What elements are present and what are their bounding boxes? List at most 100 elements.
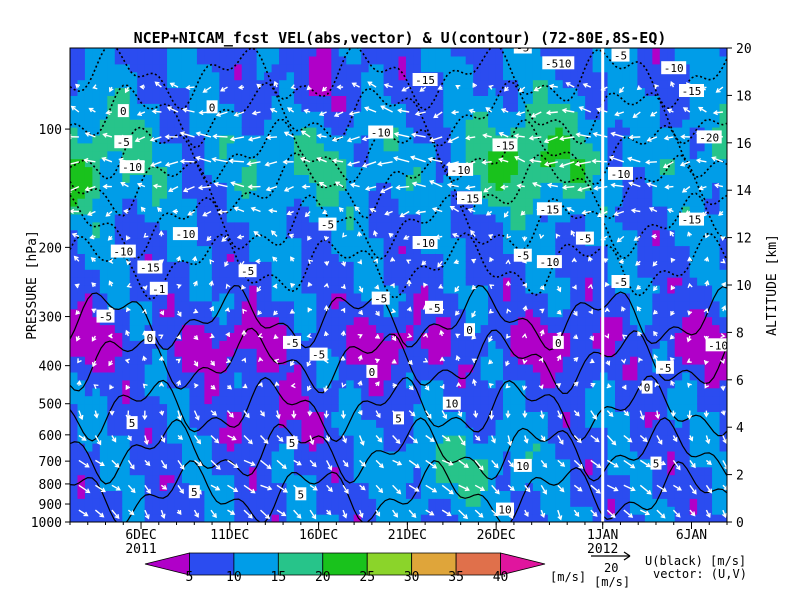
field-cell — [77, 237, 86, 247]
field-cell — [682, 292, 691, 302]
field-cell — [607, 379, 616, 389]
field-cell — [129, 340, 138, 349]
field-cell — [159, 221, 168, 231]
field-cell — [525, 450, 534, 460]
field-cell — [84, 419, 93, 428]
field-cell — [667, 300, 676, 310]
field-cell — [264, 79, 273, 89]
field-cell — [323, 150, 332, 160]
field-cell — [667, 48, 676, 57]
field-cell — [443, 55, 452, 65]
field-cell — [84, 71, 93, 81]
field-cell — [338, 443, 347, 452]
field-cell — [114, 490, 123, 499]
field-cell — [607, 395, 616, 405]
field-cell — [99, 150, 108, 160]
field-cell — [107, 364, 116, 373]
field-cell — [99, 300, 108, 310]
field-cell — [70, 443, 79, 452]
field-cell — [107, 450, 116, 460]
field-cell — [122, 482, 131, 491]
field-cell — [592, 55, 601, 65]
field-cell — [92, 490, 101, 499]
field-cell — [682, 71, 691, 81]
field-cell — [264, 182, 273, 191]
field-cell — [346, 387, 355, 397]
field-cell — [450, 63, 459, 73]
field-cell — [682, 364, 691, 373]
field-cell — [376, 498, 385, 507]
field-cell — [84, 269, 93, 278]
field-cell — [99, 87, 108, 96]
field-cell — [480, 356, 489, 365]
field-cell — [226, 427, 235, 436]
field-cell — [435, 371, 444, 381]
field-cell — [181, 87, 191, 96]
field-cell — [137, 142, 146, 152]
field-cell — [659, 490, 668, 499]
field-cell — [398, 71, 407, 81]
field-cell — [144, 387, 153, 397]
field-cell — [159, 134, 168, 144]
field-cell — [293, 198, 303, 207]
field-cell — [450, 316, 459, 326]
field-cell — [517, 419, 527, 428]
field-cell — [428, 221, 437, 231]
field-cell — [129, 237, 138, 247]
field-cell — [495, 127, 504, 136]
field-cell — [503, 435, 512, 444]
field-cell — [323, 514, 332, 522]
field-cell — [331, 142, 340, 152]
field-cell — [398, 198, 407, 207]
field-cell — [174, 237, 183, 247]
field-cell — [570, 316, 579, 326]
field-cell — [264, 332, 273, 341]
field-cell — [488, 498, 497, 507]
field-cell — [226, 348, 235, 357]
field-cell — [622, 71, 631, 81]
field-cell — [107, 166, 116, 175]
field-cell — [428, 348, 437, 357]
field-cell — [70, 63, 79, 73]
field-cell — [622, 198, 631, 207]
field-cell — [435, 142, 444, 152]
field-cell — [644, 364, 653, 373]
field-cell — [577, 213, 586, 223]
field-cell — [420, 340, 429, 349]
field-cell — [70, 340, 79, 349]
field-cell — [189, 119, 198, 128]
field-cell — [458, 87, 467, 96]
field-cell — [137, 498, 146, 507]
field-cell — [256, 158, 265, 168]
field-cell — [181, 221, 191, 231]
field-cell — [503, 285, 512, 294]
field-cell — [667, 514, 676, 522]
field-cell — [181, 71, 191, 81]
field-cell — [398, 403, 407, 412]
field-cell — [92, 190, 101, 199]
field-cell — [510, 95, 519, 104]
field-cell — [659, 506, 668, 515]
field-cell — [435, 111, 444, 120]
field-cell — [652, 103, 661, 112]
field-cell — [517, 134, 527, 144]
field-cell — [555, 443, 564, 452]
field-cell — [540, 119, 549, 128]
field-cell — [510, 103, 519, 112]
field-cell — [301, 387, 310, 397]
field-cell — [465, 127, 474, 136]
field-cell — [525, 443, 534, 452]
field-cell — [189, 190, 198, 199]
field-cell — [368, 229, 377, 239]
field-cell — [555, 174, 564, 183]
field-cell — [443, 150, 452, 160]
field-cell — [114, 364, 123, 373]
field-cell — [562, 237, 571, 247]
field-cell — [219, 356, 228, 365]
field-cell — [249, 514, 258, 522]
field-cell — [383, 364, 392, 373]
field-cell — [308, 182, 317, 191]
field-cell — [196, 63, 205, 73]
field-cell — [174, 111, 183, 120]
field-cell — [420, 111, 429, 120]
